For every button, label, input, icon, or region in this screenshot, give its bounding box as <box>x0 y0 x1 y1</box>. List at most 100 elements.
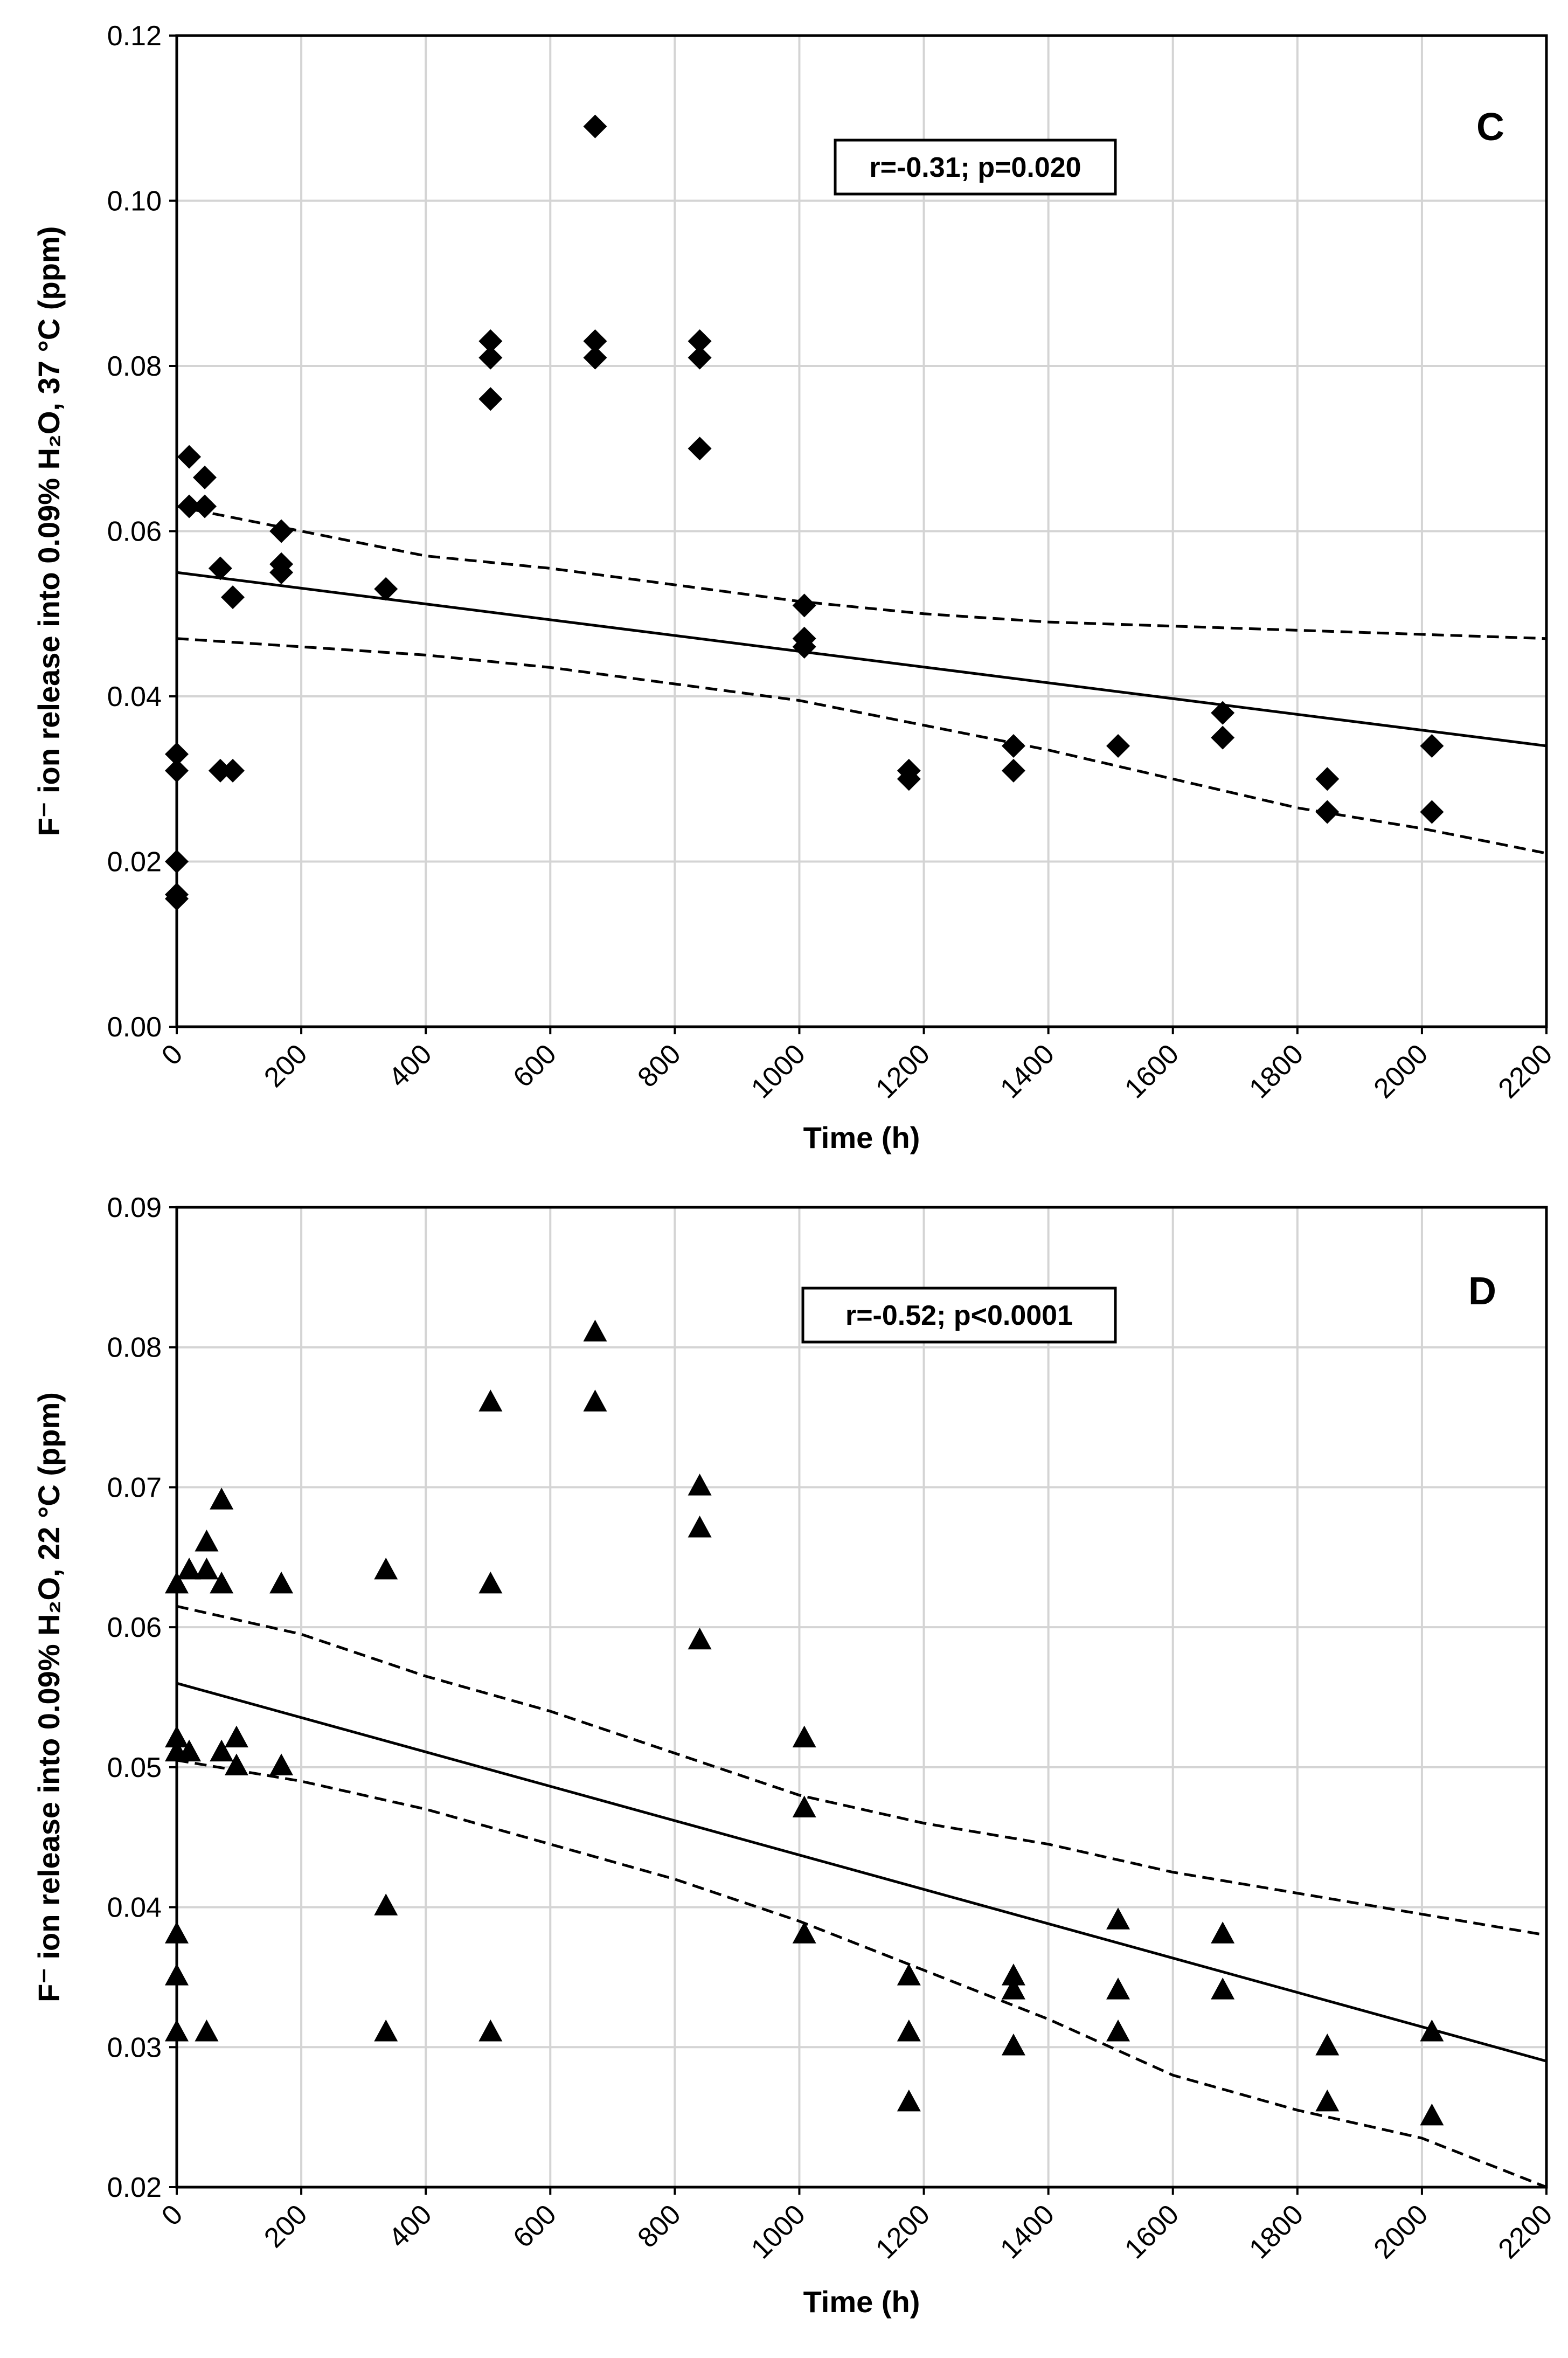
x-tick-label: 1600 <box>1119 2198 1185 2265</box>
triangle-marker <box>269 1753 294 1776</box>
stats-label: r=-0.52; p<0.0001 <box>845 1300 1073 1331</box>
x-tick-label: 1200 <box>870 1038 936 1104</box>
y-tick-label: 0.00 <box>107 1012 162 1043</box>
triangle-marker <box>374 1557 398 1580</box>
x-tick-label: 800 <box>632 2198 686 2253</box>
triangle-marker <box>210 1571 234 1594</box>
diamond-marker <box>897 758 921 783</box>
x-tick-label: 600 <box>507 1038 562 1093</box>
triangle-marker <box>688 1516 712 1538</box>
ci-upper-line <box>176 1605 1547 1937</box>
diamond-marker <box>1001 758 1025 783</box>
diamond-marker <box>583 329 607 354</box>
diamond-marker <box>478 387 503 411</box>
triangle-marker <box>897 1963 921 1986</box>
panel-letter: D <box>1468 1270 1496 1313</box>
x-tick-label: 600 <box>507 2198 562 2253</box>
triangle-marker <box>897 2089 921 2112</box>
triangle-marker <box>269 1571 294 1594</box>
data-points <box>165 1319 1444 2126</box>
triangle-marker <box>478 2020 503 2042</box>
y-tick-label: 0.06 <box>107 516 162 548</box>
x-tick-label: 2200 <box>1493 1038 1559 1104</box>
diamond-marker <box>1315 767 1340 791</box>
x-tick-label: 2000 <box>1368 2198 1434 2265</box>
x-tick-label: 1400 <box>994 1038 1060 1104</box>
diamond-marker <box>165 758 189 783</box>
diamond-marker <box>792 626 816 651</box>
triangle-marker <box>792 1725 816 1748</box>
triangle-marker <box>792 1921 816 1944</box>
y-tick-label: 0.06 <box>107 1612 162 1643</box>
diamond-marker <box>208 758 232 783</box>
triangle-marker <box>195 1530 219 1552</box>
x-tick-label: 1200 <box>870 2198 936 2265</box>
diamond-marker <box>688 345 712 370</box>
diamond-marker <box>1420 734 1444 758</box>
diamond-marker <box>1211 701 1235 725</box>
diamond-marker <box>1420 800 1444 824</box>
ci-lower-line <box>176 637 1547 855</box>
diamond-marker <box>220 758 245 783</box>
y-axis-title: F⁻ ion release into 0.09% H₂O, 37 °C (pp… <box>32 226 66 836</box>
diamond-marker <box>1001 734 1025 758</box>
diamond-marker <box>688 329 712 354</box>
triangle-marker <box>224 1725 248 1748</box>
triangle-marker <box>165 1571 189 1594</box>
x-tick-label: 0 <box>156 1038 189 1071</box>
x-tick-label: 200 <box>258 2198 313 2253</box>
x-axis-title: Time (h) <box>803 2285 920 2319</box>
diamond-marker <box>177 445 202 469</box>
y-tick-label: 0.09 <box>107 1192 162 1223</box>
data-points <box>165 114 1444 911</box>
x-tick-label: 800 <box>632 1038 686 1093</box>
stats-box <box>834 139 1117 196</box>
diamond-marker <box>583 345 607 370</box>
triangle-marker <box>1420 2103 1444 2126</box>
panel-letter: C <box>1476 106 1504 149</box>
triangle-marker <box>210 1739 234 1762</box>
y-tick-label: 0.02 <box>107 2172 162 2203</box>
y-tick-label: 0.03 <box>107 2032 162 2063</box>
y-axis-title: F⁻ ion release into 0.09% H₂O, 22 °C (pp… <box>32 1392 66 2002</box>
diamond-marker <box>165 882 189 907</box>
triangle-marker <box>478 1571 503 1594</box>
x-tick-label: 400 <box>383 2198 438 2253</box>
x-tick-label: 1600 <box>1119 1038 1185 1104</box>
regression-line <box>176 1682 1547 2063</box>
x-tick-label: 1800 <box>1243 1038 1309 1104</box>
diamond-marker <box>583 114 607 139</box>
triangle-marker <box>224 1753 248 1776</box>
triangle-marker <box>1001 1977 1025 2000</box>
diamond-marker <box>374 577 398 601</box>
y-tick-label: 0.05 <box>107 1752 162 1783</box>
panel-d: 0.02 0.03 0.04 0.05 0.06 0.07 0.08 0.09 0 200 400 6… <box>32 1192 1558 2319</box>
diamond-marker <box>478 329 503 354</box>
triangle-marker <box>688 1627 712 1650</box>
triangle-marker <box>688 1474 712 1496</box>
y-tick-label: 0.08 <box>107 1332 162 1364</box>
triangle-marker <box>165 1963 189 1986</box>
diamond-marker <box>220 585 245 610</box>
diamond-marker <box>269 552 294 576</box>
x-tick-label: 1000 <box>745 2198 811 2265</box>
diamond-marker <box>192 494 217 518</box>
diamond-marker <box>1211 725 1235 750</box>
triangle-marker <box>897 2020 921 2042</box>
stats-box <box>801 1287 1117 1344</box>
diamond-marker <box>1315 800 1340 824</box>
diamond-marker <box>688 437 712 461</box>
diamond-marker <box>165 849 189 874</box>
triangle-marker <box>195 1557 219 1580</box>
regression-line <box>176 571 1547 748</box>
triangle-marker <box>1315 2089 1340 2112</box>
triangle-marker <box>1315 2033 1340 2056</box>
triangle-marker <box>1211 1977 1235 2000</box>
y-tick-label: 0.04 <box>107 681 162 713</box>
x-tick-label: 400 <box>383 1038 438 1093</box>
y-tick-label: 0.10 <box>107 186 162 217</box>
x-tick-label: 0 <box>156 2198 189 2231</box>
y-tick-label: 0.12 <box>107 20 162 52</box>
